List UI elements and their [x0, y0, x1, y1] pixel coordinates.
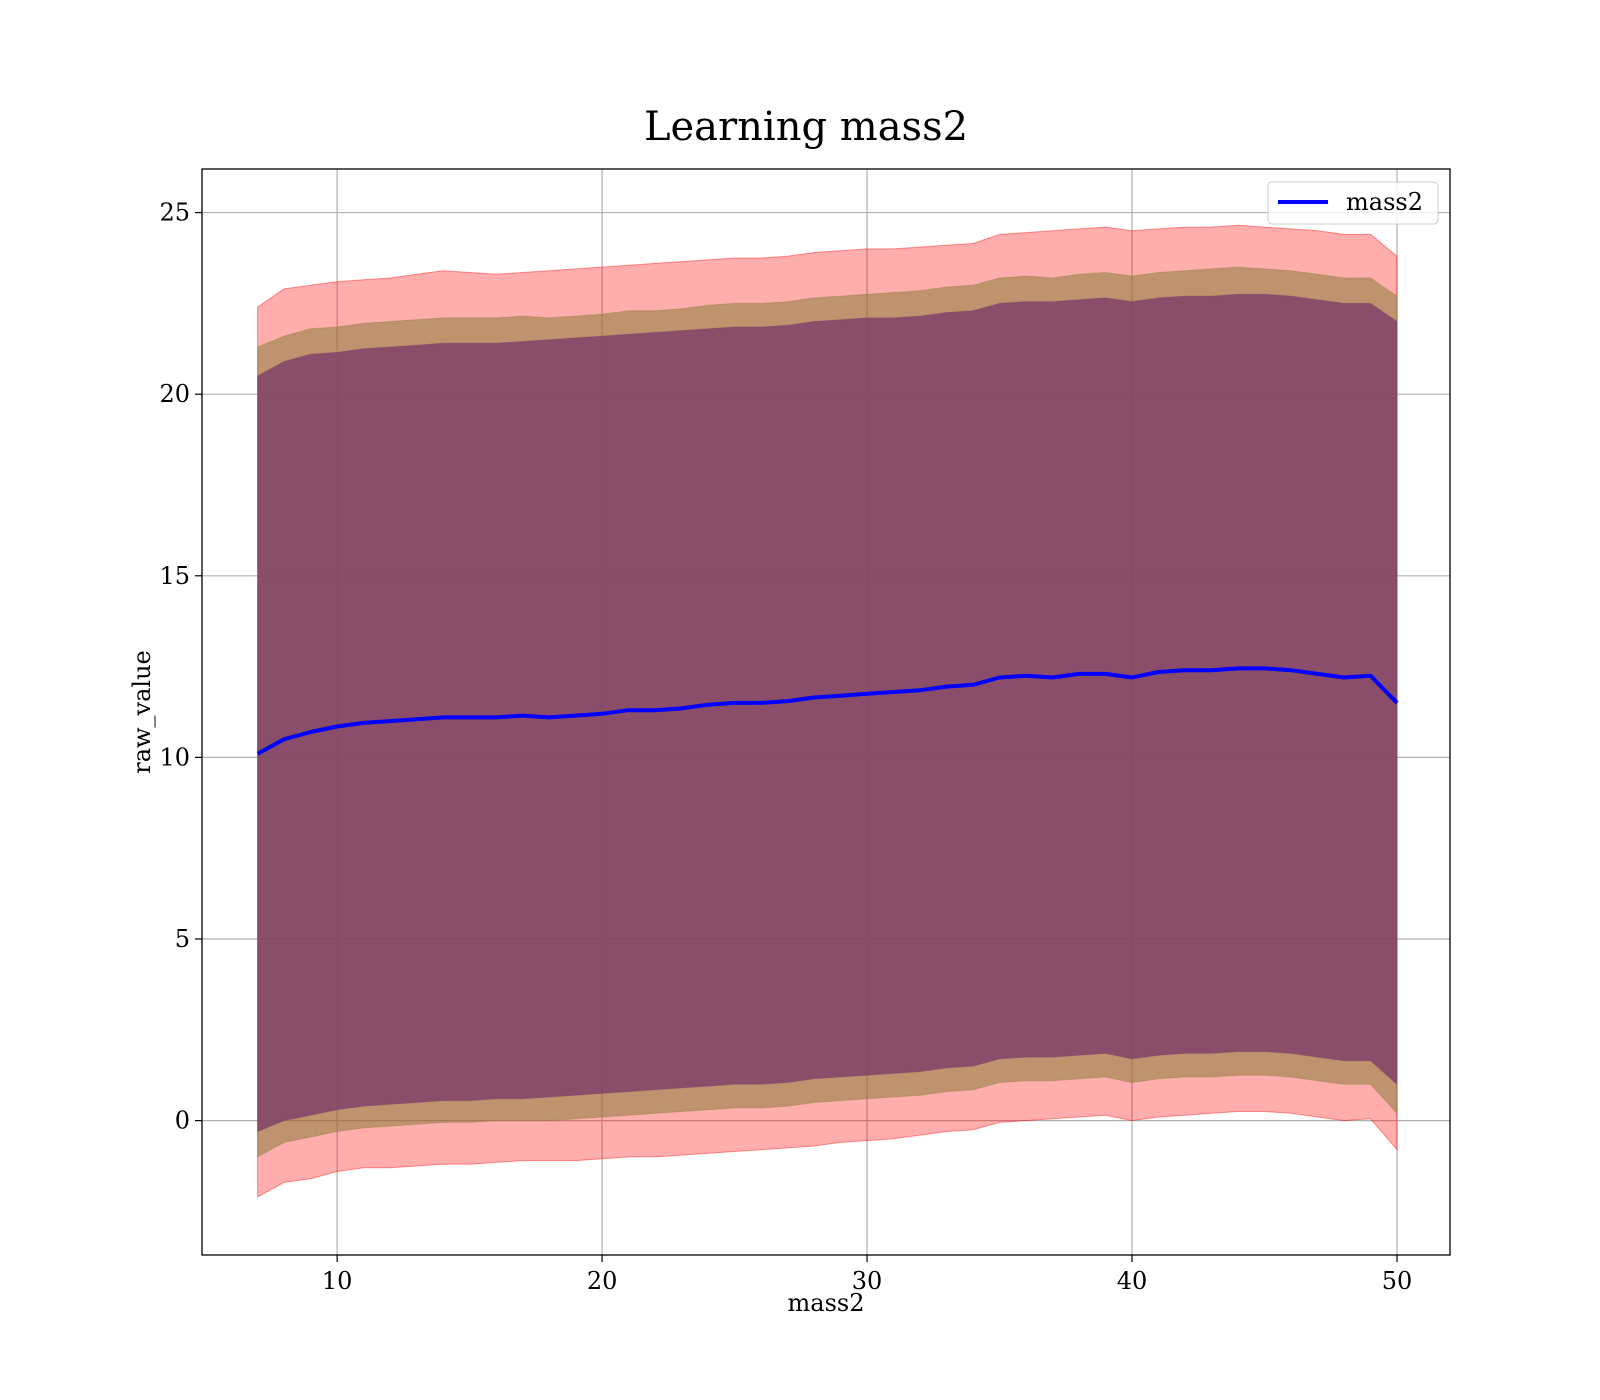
plot-frame [201, 168, 1451, 1256]
series-lines [256, 666, 1399, 756]
y-tick-label: 0 [175, 1107, 190, 1135]
y-tick-label: 20 [159, 380, 190, 408]
x-tick-label: 50 [1382, 1267, 1413, 1295]
x-tick-label: 40 [1117, 1267, 1148, 1295]
band-inner [257, 293, 1398, 1133]
y-axis-ticks: 0 5 10 15 20 25 [159, 199, 202, 1135]
chart-title: Learning mass2 [644, 104, 968, 150]
legend-box [1267, 181, 1439, 225]
uncertainty-bands [257, 224, 1398, 1198]
x-axis-ticks: 10 20 30 40 50 [322, 1255, 1412, 1295]
y-axis-label: raw_value [128, 650, 156, 774]
legend: mass2 [1267, 181, 1439, 225]
y-tick-label: 10 [159, 743, 190, 771]
x-tick-label: 10 [322, 1267, 353, 1295]
y-tick-label: 15 [159, 562, 190, 590]
y-tick-label: 5 [175, 925, 190, 953]
x-axis-label: mass2 [788, 1289, 865, 1317]
x-tick-label: 20 [587, 1267, 618, 1295]
x-tick-label: 30 [852, 1267, 883, 1295]
y-tick-label: 25 [159, 199, 190, 227]
series-line-mass2 [256, 666, 1399, 756]
legend-label: mass2 [1346, 188, 1423, 216]
